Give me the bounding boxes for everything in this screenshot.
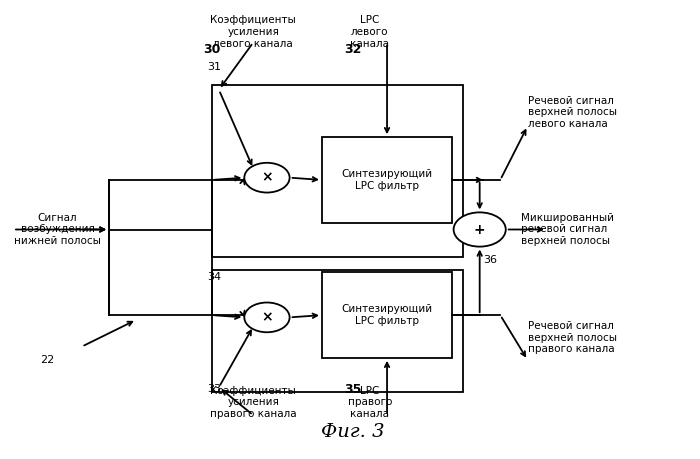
Text: LPC
левого
канала: LPC левого канала <box>351 16 389 49</box>
Circle shape <box>244 302 290 332</box>
Text: Фиг. 3: Фиг. 3 <box>321 423 384 441</box>
Text: Речевой сигнал
верхней полосы
левого канала: Речевой сигнал верхней полосы левого кан… <box>528 96 617 129</box>
Text: ×: × <box>261 310 273 325</box>
Text: LPC
правого
канала: LPC правого канала <box>348 386 392 419</box>
Text: Микшированный
речевой сигнал
верхней полосы: Микшированный речевой сигнал верхней пол… <box>521 213 614 246</box>
Text: ×: × <box>261 171 273 185</box>
Text: 31: 31 <box>207 62 221 72</box>
Text: 30: 30 <box>204 43 220 56</box>
Text: Коэффициенты
усиления
левого канала: Коэффициенты усиления левого канала <box>211 16 296 49</box>
Text: Сигнал
возбуждения
нижней полосы: Сигнал возбуждения нижней полосы <box>14 213 101 246</box>
Bar <box>322 137 452 223</box>
Text: 35: 35 <box>344 383 361 396</box>
Circle shape <box>244 163 290 192</box>
Text: Синтезирующий
LPC фильтр: Синтезирующий LPC фильтр <box>342 304 433 326</box>
Bar <box>322 272 452 358</box>
Circle shape <box>454 213 506 246</box>
Text: +: + <box>474 223 486 236</box>
Text: Коэффициенты
усиления
правого канала: Коэффициенты усиления правого канала <box>210 386 297 419</box>
Text: Синтезирующий
LPC фильтр: Синтезирующий LPC фильтр <box>342 169 433 191</box>
Text: 36: 36 <box>483 255 497 265</box>
Text: 34: 34 <box>207 272 221 282</box>
Bar <box>212 270 463 392</box>
Bar <box>212 85 463 257</box>
Text: 33: 33 <box>207 385 221 394</box>
Text: 32: 32 <box>344 43 361 56</box>
Text: 22: 22 <box>40 355 55 365</box>
Text: Речевой сигнал
верхней полосы
правого канала: Речевой сигнал верхней полосы правого ка… <box>528 321 617 354</box>
